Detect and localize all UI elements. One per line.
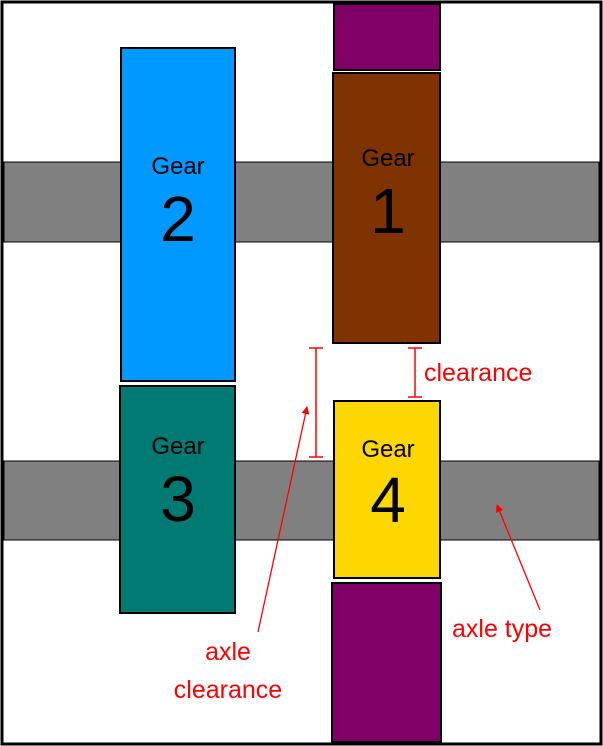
gear-3-number: 3 bbox=[160, 463, 196, 535]
gear-2-body bbox=[120, 47, 236, 382]
axle-clearance-label-line-1: axle bbox=[205, 638, 251, 666]
axle-clearance-label-line-2: clearance bbox=[174, 676, 282, 704]
gear-4-number: 4 bbox=[370, 464, 406, 536]
gear-3: Gear 3 bbox=[119, 385, 236, 614]
gear-2-number: 2 bbox=[160, 183, 196, 255]
upper-axle bbox=[3, 161, 600, 243]
gear-2: Gear 2 bbox=[120, 47, 236, 382]
axle-clearance-dimension bbox=[309, 347, 323, 458]
gear-3-word: Gear bbox=[151, 433, 204, 460]
axle-type-label: axle type bbox=[452, 615, 552, 643]
gear-4: Gear 4 bbox=[333, 400, 441, 579]
clearance-label: clearance bbox=[424, 359, 532, 387]
gear-4-body bbox=[333, 400, 441, 579]
gear-1-number: 1 bbox=[370, 175, 406, 247]
top-spacer bbox=[333, 3, 441, 71]
gear-1-word: Gear bbox=[361, 145, 414, 172]
axle-type-arrow bbox=[495, 504, 541, 611]
gear-4-word: Gear bbox=[361, 436, 414, 463]
gear-3-body bbox=[119, 385, 236, 614]
gear-1-body bbox=[332, 72, 441, 344]
gear-1: Gear 1 bbox=[332, 72, 441, 344]
bottom-spacer bbox=[331, 582, 442, 743]
gear-2-word: Gear bbox=[151, 153, 204, 180]
clearance-dimension bbox=[408, 347, 422, 398]
lower-axle bbox=[3, 460, 600, 541]
axle-clearance-arrow bbox=[257, 406, 310, 633]
